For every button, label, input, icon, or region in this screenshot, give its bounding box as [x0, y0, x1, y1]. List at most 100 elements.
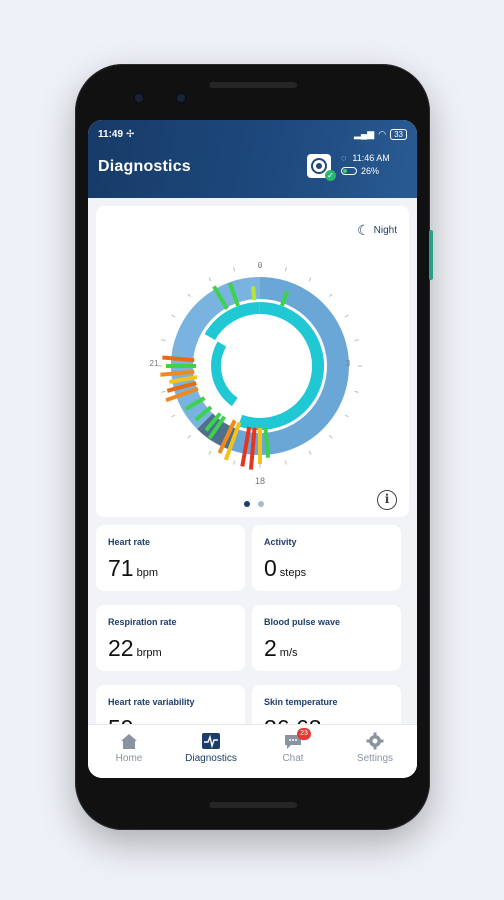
- bottom-speaker: [209, 802, 297, 808]
- info-button[interactable]: i: [377, 490, 397, 510]
- metric-unit: brpm: [136, 647, 162, 659]
- metric-label: Heart rate variability: [108, 697, 195, 707]
- nav-label-diagnostics: Diagnostics: [185, 753, 237, 764]
- activity-bar: [228, 282, 240, 307]
- activity-bar: [263, 427, 271, 458]
- device-icon[interactable]: [307, 154, 331, 178]
- screen: 11:49 ✢ ▂▄▆ ◠ 33 Diagnostics ✓ ◌ 11:46 AM…: [88, 120, 417, 778]
- gear-icon: [366, 732, 384, 750]
- activity-bar: [184, 396, 206, 411]
- page-dot-2[interactable]: [258, 501, 264, 507]
- page-indicator[interactable]: [244, 501, 264, 507]
- nav-label-home: Home: [115, 753, 143, 764]
- sleep-chart-card[interactable]: ☾ Night 0 3 18 21 i: [96, 206, 409, 517]
- connected-check-icon: ✓: [325, 170, 336, 181]
- moon-icon: ☾: [357, 222, 370, 238]
- activity-bar: [194, 405, 213, 422]
- metric-card-blood-pulse-wave[interactable]: Blood pulse wave 2 m/s: [252, 605, 401, 671]
- metric-label: Blood pulse wave: [264, 617, 341, 627]
- power-button: [429, 230, 433, 280]
- tick-label-18: 18: [255, 476, 265, 486]
- metric-card-heart-rate[interactable]: Heart rate 71 bpm: [96, 525, 245, 591]
- page-dot-1[interactable]: [244, 501, 250, 507]
- sync-icon: ◌: [341, 153, 347, 163]
- dial-tick: [344, 414, 349, 418]
- activity-bar: [204, 412, 222, 432]
- chat-icon: [285, 735, 301, 749]
- status-time: 11:49: [98, 128, 124, 140]
- activity-bar: [160, 369, 195, 377]
- outer-ring-blue: [229, 277, 349, 455]
- metric-card-heart-rate-variability[interactable]: Heart rate variability 59ms: [96, 685, 245, 724]
- metric-unit: m/s: [279, 647, 298, 659]
- inner-ring-segment: [238, 302, 324, 430]
- diagnostics-content[interactable]: ☾ Night 0 3 18 21 i: [88, 198, 417, 724]
- activity-bar: [207, 415, 227, 440]
- activity-bar: [169, 375, 198, 384]
- bluetooth-icon: ✢: [126, 128, 135, 140]
- nav-diagnostics[interactable]: Diagnostics: [170, 725, 252, 778]
- dial-tick: [161, 339, 166, 342]
- metric-value: 22: [108, 635, 134, 661]
- metric-value: 2: [264, 635, 277, 661]
- nav-settings[interactable]: Settings: [334, 725, 416, 778]
- metric-label: Respiration rate: [108, 617, 177, 627]
- nav-home[interactable]: Home: [88, 725, 170, 778]
- dial-tick: [284, 267, 287, 272]
- inner-ring-segment: [204, 302, 261, 341]
- activity-bar: [162, 355, 195, 363]
- activity-bar: [165, 386, 199, 403]
- dial-tick: [187, 434, 192, 439]
- inner-ring: [204, 302, 324, 430]
- dial-tick: [328, 293, 333, 298]
- dial-tick: [233, 460, 236, 465]
- metric-card-activity[interactable]: Activity 0 steps: [252, 525, 401, 591]
- dial-tick: [284, 460, 287, 465]
- radial-sleep-chart: 0 3 18 21: [150, 261, 362, 486]
- device-battery-icon: [341, 167, 357, 175]
- activity-bar: [212, 285, 229, 310]
- battery-icon: 33: [390, 128, 407, 140]
- night-mode-label: Night: [373, 225, 397, 236]
- sensor-icon: [133, 92, 145, 104]
- home-icon: [121, 734, 137, 749]
- activity-bar: [248, 427, 257, 470]
- dial-tick: [354, 339, 359, 342]
- pulse-icon: [202, 733, 220, 749]
- device-battery: 26%: [361, 166, 380, 176]
- wifi-icon: ◠: [378, 128, 387, 139]
- metric-card-respiration-rate[interactable]: Respiration rate 22 brpm: [96, 605, 245, 671]
- camera-icon: [175, 92, 187, 104]
- activity-bar: [166, 381, 197, 393]
- metric-value: 36.63: [264, 715, 322, 724]
- dial-tick: [233, 267, 236, 272]
- nav-label-settings: Settings: [356, 753, 394, 764]
- dial-tick: [328, 434, 333, 439]
- activity-bar: [223, 421, 242, 461]
- night-mode-toggle[interactable]: ☾ Night: [357, 222, 397, 239]
- dial-tick: [308, 450, 312, 455]
- dial-tick: [208, 450, 212, 455]
- metric-unit: steps: [279, 567, 307, 579]
- dial-tick: [308, 277, 312, 282]
- dial-tick: [187, 293, 192, 298]
- nav-chat[interactable]: 23 Chat: [252, 725, 334, 778]
- page-title: Diagnostics: [98, 158, 191, 175]
- nav-label-chat: Chat: [282, 753, 304, 764]
- chat-badge: 23: [297, 728, 311, 740]
- dial-ticks: [158, 264, 362, 468]
- metric-card-skin-temperature[interactable]: Skin temperature 36.63°c: [252, 685, 401, 724]
- tick-label-3: 3: [346, 359, 351, 368]
- dial-tick: [161, 390, 166, 393]
- activity-bar: [240, 426, 252, 467]
- metric-value: 71: [108, 555, 134, 581]
- metric-unit: bpm: [136, 567, 158, 579]
- dial-tick: [208, 277, 212, 282]
- activity-bar: [280, 290, 290, 307]
- tick-label-0: 0: [258, 261, 263, 270]
- activity-bar: [217, 419, 237, 454]
- activity-bar: [251, 286, 257, 301]
- app-header: 11:49 ✢ ▂▄▆ ◠ 33 Diagnostics ✓ ◌ 11:46 AM…: [88, 120, 417, 198]
- metric-label: Activity: [264, 537, 297, 547]
- metric-value: 59: [108, 715, 134, 724]
